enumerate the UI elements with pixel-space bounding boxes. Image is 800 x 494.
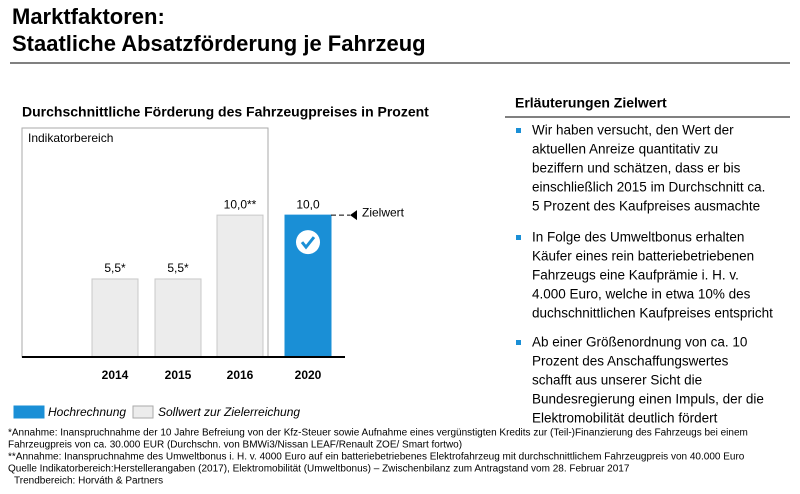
footnote: **Annahme: Inanspruchnahme des Umweltbon… — [8, 452, 745, 463]
check-icon — [300, 236, 316, 250]
value-label: 5,5* — [167, 261, 189, 275]
legend-swatch — [13, 405, 45, 419]
title-line: Staatliche Absatzförderung je Fahrzeug — [12, 31, 426, 56]
x-tick-label: 2020 — [295, 368, 322, 382]
value-label: 5,5* — [104, 261, 126, 275]
bullet-text: Fahrzeugs eine Kaufprämie i. H. v. — [532, 268, 739, 283]
footnote: Trendbereich: Horváth & Partners — [14, 476, 163, 487]
target-label: Zielwert — [362, 205, 405, 219]
bullet-text: einschließlich 2015 im Durchschnitt ca. — [532, 180, 765, 195]
x-tick-label: 2015 — [165, 368, 192, 382]
bar — [216, 214, 264, 358]
bullet-text: Elektromobilität deutlich fördert — [532, 411, 718, 426]
bullet — [516, 235, 521, 240]
bullet-text: beziffern und schätzen, dass er bis — [532, 161, 741, 176]
bullet-text: In Folge des Umweltbonus erhalten — [532, 230, 744, 245]
footnote: Quelle Indikatorbereich:Herstellerangabe… — [8, 464, 630, 475]
x-tick-label: 2014 — [102, 368, 129, 382]
footnote: Fahrzeugpreis von ca. 30.000 EUR (Durchs… — [8, 440, 462, 451]
bullet-text: Bundesregierung einen Impuls, der die — [532, 392, 764, 407]
footnote: *Annahme: Inanspruchnahme der 10 Jahre B… — [8, 428, 748, 439]
target-arrow — [350, 210, 357, 221]
legend-label: Sollwert zur Zielerreichung — [158, 405, 300, 419]
value-label: 10,0 — [296, 197, 320, 211]
bullet-text: 5 Prozent des Kaufpreises ausmachte — [532, 199, 760, 214]
bullet-text: schafft aus unserer Sicht die — [532, 373, 702, 388]
bullet-text: Käufer eines rein batteriebetriebenen — [532, 249, 754, 264]
bullet-text: Prozent des Anschaffungswertes — [532, 354, 729, 369]
bar — [91, 278, 139, 358]
bullet-text: aktuellen Anreize quantitativ zu — [532, 142, 718, 157]
legend-label: Hochrechnung — [48, 405, 126, 419]
value-label: 10,0** — [224, 197, 257, 211]
bar — [154, 278, 202, 358]
bullet-text: duchschnittlichen Kaufpreises entspricht — [532, 306, 773, 321]
bullet-text: 4.000 Euro, welche in etwa 10% des — [532, 287, 751, 302]
explanation-title: Erläuterungen Zielwert — [515, 95, 667, 111]
bullet — [516, 128, 521, 133]
title-line: Marktfaktoren: — [12, 4, 165, 29]
legend-swatch — [132, 405, 154, 419]
bar — [284, 214, 332, 358]
bullet-text: Ab einer Größenordnung von ca. 10 — [532, 335, 747, 350]
check-icon — [296, 230, 320, 255]
bullet-text: Wir haben versucht, den Wert der — [532, 123, 734, 138]
bullet — [516, 340, 521, 345]
panel-label: Indikatorbereich — [28, 131, 113, 145]
x-tick-label: 2016 — [227, 368, 254, 382]
chart-title: Durchschnittliche Förderung des Fahrzeug… — [22, 104, 429, 120]
